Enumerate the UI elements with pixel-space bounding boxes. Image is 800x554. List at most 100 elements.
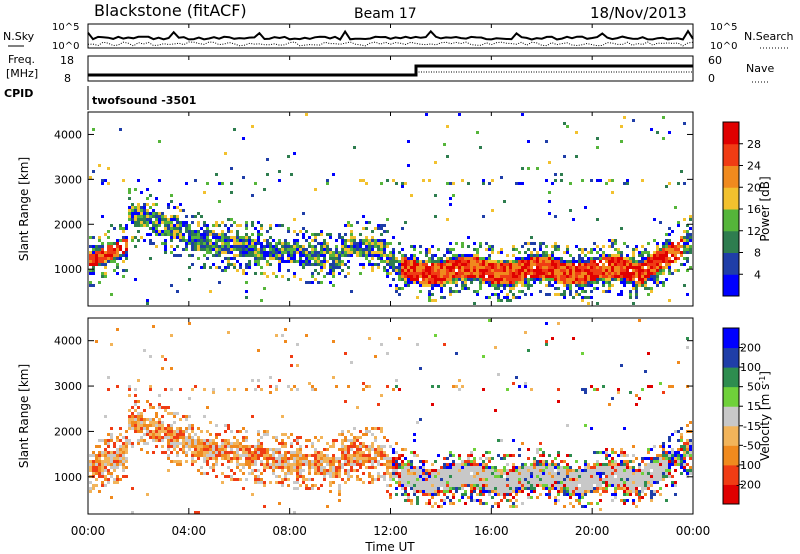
heatmap-cell — [164, 239, 167, 242]
heatmap-cell — [344, 457, 347, 460]
heatmap-cell — [101, 179, 104, 182]
heatmap-cell — [521, 269, 524, 272]
heatmap-cell — [503, 493, 506, 496]
heatmap-cell — [443, 463, 446, 466]
heatmap-cell — [617, 469, 620, 472]
heatmap-cell — [293, 242, 296, 245]
heatmap-cell — [296, 478, 299, 481]
heatmap-cell — [566, 454, 569, 457]
heatmap-cell — [191, 388, 194, 391]
heatmap-cell — [659, 281, 662, 284]
heatmap-cell — [617, 481, 620, 484]
heatmap-cell — [359, 239, 362, 242]
heatmap-cell — [272, 460, 275, 463]
heatmap-cell — [290, 388, 293, 391]
heatmap-cell — [365, 242, 368, 245]
heatmap-cell — [365, 182, 368, 185]
heatmap-cell — [614, 487, 617, 490]
heatmap-cell — [431, 478, 434, 481]
heatmap-cell — [365, 466, 368, 469]
heatmap-cell — [542, 266, 545, 269]
heatmap-cell — [317, 454, 320, 457]
heatmap-cell — [413, 484, 416, 487]
heatmap-cell — [449, 197, 452, 200]
heatmap-cell — [662, 245, 665, 248]
heatmap-cell — [113, 254, 116, 257]
heatmap-cell — [359, 445, 362, 448]
heatmap-cell — [101, 245, 104, 248]
heatmap-cell — [452, 469, 455, 472]
heatmap-cell — [515, 481, 518, 484]
heatmap-cell — [572, 260, 575, 263]
heatmap-cell — [284, 260, 287, 263]
heatmap-cell — [359, 248, 362, 251]
heatmap-cell — [473, 260, 476, 263]
heatmap-cell — [512, 293, 515, 296]
heatmap-cell — [281, 251, 284, 254]
heatmap-cell — [203, 221, 206, 224]
heatmap-cell — [389, 457, 392, 460]
heatmap-cell — [176, 254, 179, 257]
heatmap-cell — [548, 191, 551, 194]
heatmap-cell — [551, 472, 554, 475]
heatmap-cell — [302, 227, 305, 230]
heatmap-cell — [131, 412, 134, 415]
heatmap-cell — [407, 466, 410, 469]
heatmap-cell — [440, 266, 443, 269]
heatmap-cell — [530, 257, 533, 260]
colorbar-swatch — [723, 165, 739, 188]
heatmap-cell — [347, 385, 350, 388]
heatmap-cell — [587, 257, 590, 260]
heatmap-cell — [233, 263, 236, 266]
heatmap-cell — [509, 478, 512, 481]
heatmap-cell — [332, 260, 335, 263]
heatmap-cell — [422, 478, 425, 481]
heatmap-cell — [344, 439, 347, 442]
heatmap-cell — [197, 233, 200, 236]
heatmap-cell — [164, 227, 167, 230]
heatmap-cell — [494, 260, 497, 263]
heatmap-cell — [311, 245, 314, 248]
heatmap-cell — [401, 463, 404, 466]
heatmap-cell — [524, 466, 527, 469]
heatmap-cell — [392, 263, 395, 266]
heatmap-cell — [182, 433, 185, 436]
heatmap-cell — [578, 263, 581, 266]
heatmap-cell — [425, 472, 428, 475]
heatmap-cell — [590, 296, 593, 299]
heatmap-cell — [539, 442, 542, 445]
heatmap-cell — [137, 221, 140, 224]
heatmap-cell — [362, 442, 365, 445]
heatmap-cell — [290, 469, 293, 472]
heatmap-cell — [338, 493, 341, 496]
heatmap-cell — [494, 469, 497, 472]
colorbar-tick-label: -200 — [736, 478, 761, 491]
heatmap-cell — [356, 242, 359, 245]
heatmap-cell — [137, 179, 140, 182]
heatmap-cell — [512, 481, 515, 484]
heatmap-cell — [488, 269, 491, 272]
heatmap-cell — [428, 278, 431, 281]
heatmap-cell — [101, 466, 104, 469]
heatmap-cell — [500, 499, 503, 502]
heatmap-cell — [290, 451, 293, 454]
heatmap-cell — [497, 490, 500, 493]
heatmap-cell — [491, 263, 494, 266]
heatmap-cell — [458, 269, 461, 272]
heatmap-cell — [545, 340, 548, 343]
heatmap-cell — [374, 245, 377, 248]
heatmap-cell — [491, 266, 494, 269]
heatmap-cell — [386, 457, 389, 460]
heatmap-cell — [500, 278, 503, 281]
heatmap-cell — [179, 433, 182, 436]
heatmap-cell — [557, 499, 560, 502]
heatmap-cell — [410, 260, 413, 263]
heatmap-cell — [227, 451, 230, 454]
heatmap-cell — [116, 263, 119, 266]
heatmap-cell — [551, 257, 554, 260]
heatmap-cell — [437, 484, 440, 487]
heatmap-cell — [476, 469, 479, 472]
heatmap-cell — [659, 454, 662, 457]
heatmap-cell — [275, 481, 278, 484]
heatmap-cell — [368, 385, 371, 388]
